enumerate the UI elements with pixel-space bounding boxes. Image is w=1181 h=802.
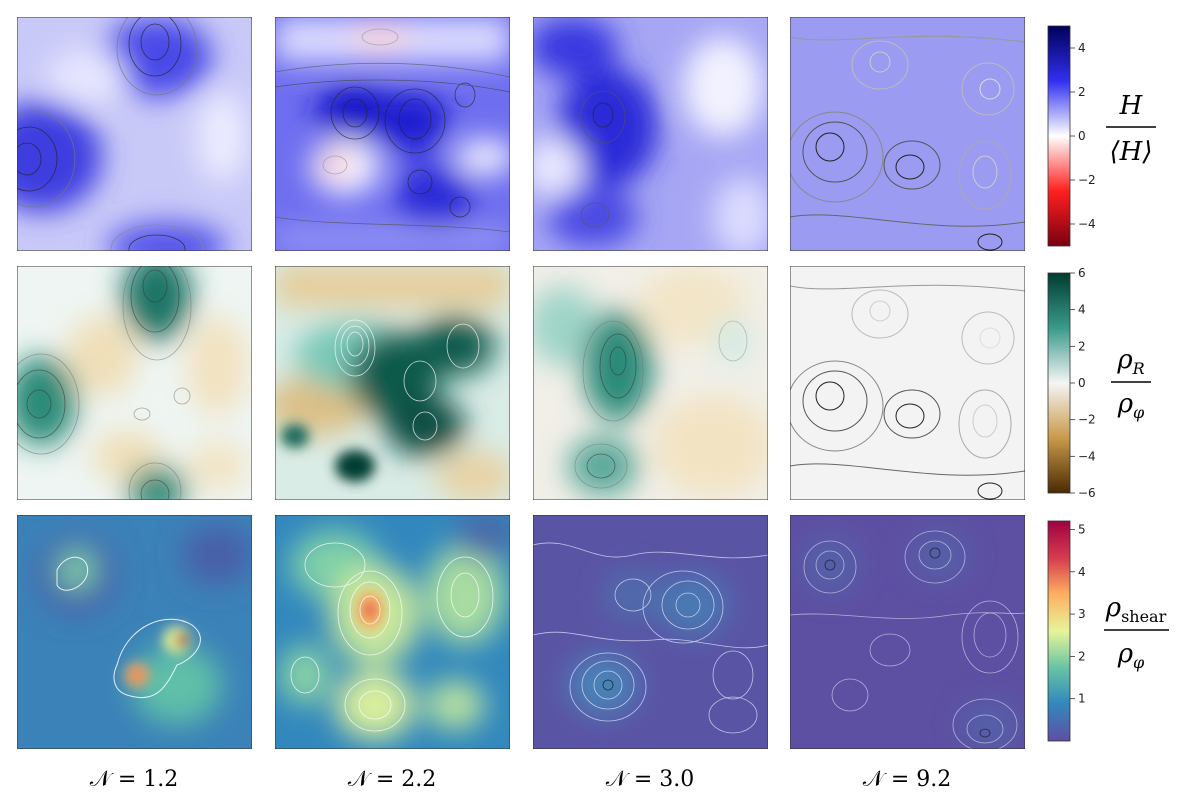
panel-r1-c1 bbox=[17, 17, 252, 251]
colorbar-rhoR-label-num: ρR bbox=[1116, 345, 1144, 378]
colorbar-tick-label: 1 bbox=[1078, 692, 1086, 706]
colorbar-h-label-num: H bbox=[1119, 91, 1144, 121]
panel-r2-c2 bbox=[275, 266, 510, 500]
colorbar-tick-label: 4 bbox=[1078, 565, 1086, 579]
colorbar-tick-label: −2 bbox=[1078, 173, 1096, 187]
colorbar-h-label: H ⟨H⟩ bbox=[1106, 91, 1156, 167]
column-labels: 𝒩 = 1.2 𝒩 = 2.2 𝒩 = 3.0 𝒩 = 9.2 bbox=[90, 767, 951, 792]
panel-r3-c2 bbox=[275, 515, 510, 749]
colorbar-tick-label: 2 bbox=[1078, 85, 1086, 99]
colorbar-tick-label: −4 bbox=[1078, 217, 1096, 231]
colorbar-h-ticks: 4 2 0 −2 −4 bbox=[1070, 41, 1096, 231]
colorbar-tick-label: 0 bbox=[1078, 376, 1086, 390]
colorbar-rhoshear-label-num: ρshear bbox=[1105, 593, 1167, 626]
panel-r2-c3 bbox=[533, 266, 768, 500]
colorbar-rhoR-ticks: 6 4 2 0 −2 −4 −6 bbox=[1070, 266, 1096, 500]
panel-r3-c1 bbox=[17, 515, 252, 749]
panel-r2-c4 bbox=[790, 266, 1025, 500]
colorbar-rhoR: 6 4 2 0 −2 −4 −6 ρR ρφ bbox=[1047, 266, 1151, 500]
colorbar-rhoshear: 5 4 3 2 1 ρshear ρφ bbox=[1047, 520, 1169, 742]
panel-r1-c2 bbox=[275, 17, 510, 251]
panel-r3-c4 bbox=[790, 515, 1025, 749]
panel-r1-c4 bbox=[790, 17, 1025, 251]
colorbar-rhoR-bar bbox=[1047, 272, 1071, 494]
column-label-2: 𝒩 = 2.2 bbox=[348, 767, 436, 792]
colorbar-h-bar bbox=[1047, 25, 1071, 247]
colorbar-h: 4 2 0 −2 −4 H ⟨H⟩ bbox=[1047, 25, 1156, 247]
colorbar-tick-label: −2 bbox=[1078, 413, 1096, 427]
colorbar-tick-label: 2 bbox=[1078, 339, 1086, 353]
colorbar-rhoR-label-den: ρφ bbox=[1117, 389, 1145, 422]
colorbar-tick-label: 5 bbox=[1078, 522, 1086, 536]
colorbar-tick-label: 2 bbox=[1078, 649, 1086, 663]
column-label-3: 𝒩 = 3.0 bbox=[606, 767, 694, 792]
colorbar-rhoR-label: ρR ρφ bbox=[1111, 345, 1151, 422]
colorbar-tick-label: 4 bbox=[1078, 303, 1086, 317]
colorbar-h-label-den: ⟨H⟩ bbox=[1110, 137, 1153, 167]
panel-r1-c3 bbox=[533, 17, 768, 251]
colorbar-rhoshear-label-den: ρφ bbox=[1117, 639, 1145, 672]
colorbar-tick-label: 4 bbox=[1078, 41, 1086, 55]
colorbar-rhoshear-ticks: 5 4 3 2 1 bbox=[1070, 522, 1086, 706]
colorbar-tick-label: −6 bbox=[1078, 486, 1096, 500]
colorbar-rhoshear-bar bbox=[1047, 520, 1071, 742]
colorbar-tick-label: −4 bbox=[1078, 449, 1096, 463]
colorbar-tick-label: 3 bbox=[1078, 607, 1086, 621]
column-label-1: 𝒩 = 1.2 bbox=[90, 767, 178, 792]
colorbar-rhoshear-label: ρshear ρφ bbox=[1104, 593, 1169, 672]
colorbar-tick-label: 0 bbox=[1078, 129, 1086, 143]
panel-r3-c3 bbox=[533, 515, 768, 749]
panel-r2-c1 bbox=[17, 266, 252, 500]
column-label-4: 𝒩 = 9.2 bbox=[863, 767, 951, 792]
colorbar-tick-label: 6 bbox=[1078, 266, 1086, 280]
